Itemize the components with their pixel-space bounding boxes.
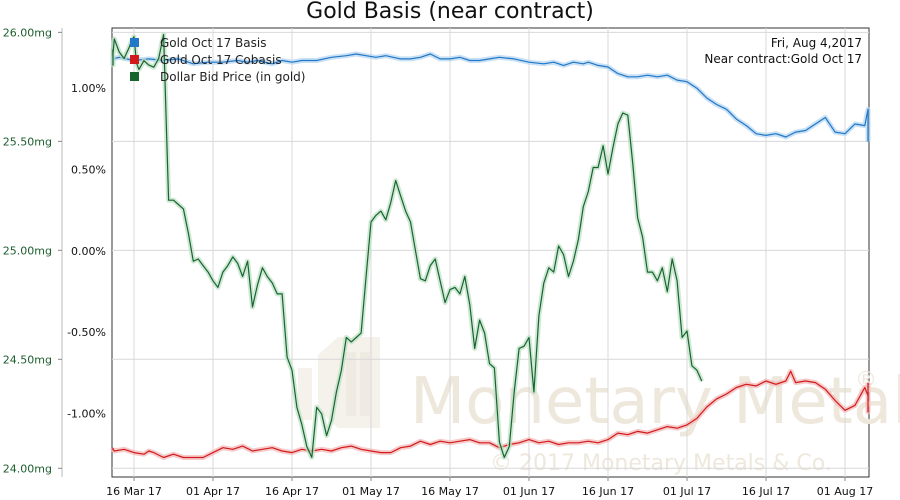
x-axis: 16 Mar 17 01 Apr 17 16 Apr 17 01 May 17 16 M…: [106, 477, 873, 498]
contract-info: Near contract:Gold Oct 17: [704, 52, 862, 66]
legend-label-basis: Gold Oct 17 Basis: [160, 36, 266, 50]
legend-label-cobasis: Gold Oct 17 Cobasis: [160, 53, 282, 67]
series-dollar-bid-price: [110, 32, 705, 460]
x-tick-label: 01 May 17: [342, 485, 400, 498]
watermark-registered-mark: ®: [855, 368, 877, 393]
series-line: [112, 33, 703, 458]
date-info: Fri, Aug 4,2017: [771, 36, 862, 50]
series-line: [112, 53, 869, 142]
left-tick-label: 25.50mg: [3, 135, 52, 148]
x-tick-label: 16 Jul 17: [742, 485, 790, 498]
x-tick-label: 01 Jun 17: [503, 485, 555, 498]
legend: Gold Oct 17 Basis Gold Oct 17 Cobasis Do…: [130, 36, 305, 84]
right-axis: -1.00% -0.50% 0.00% 0.50% 1.00%: [67, 82, 106, 420]
plot-area: [111, 27, 870, 478]
x-tick-label: 16 May 17: [421, 485, 479, 498]
right-tick-label: 1.00%: [71, 82, 106, 95]
series-cobasis: [110, 368, 871, 460]
left-tick-label: 24.00mg: [3, 462, 52, 475]
legend-swatch-basis: [130, 38, 139, 47]
x-tick-label: 16 Mar 17: [106, 485, 162, 498]
x-tick-label: 01 Jul 17: [663, 485, 711, 498]
series-layer: [110, 32, 871, 460]
left-tick-label: 26.00mg: [3, 26, 52, 39]
left-tick-label: 25.00mg: [3, 244, 52, 257]
chart-title: Gold Basis (near contract): [306, 0, 594, 24]
series-line: [112, 370, 869, 459]
right-tick-label: 0.50%: [71, 164, 106, 177]
right-tick-label: -0.50%: [67, 326, 106, 339]
x-tick-label: 16 Apr 17: [265, 485, 319, 498]
legend-swatch-cobasis: [130, 55, 139, 64]
watermark-copyright: © 2017 Monetary Metals & Co.: [490, 451, 832, 476]
legend-label-dollar: Dollar Bid Price (in gold): [160, 70, 305, 84]
legend-swatch-dollar: [130, 72, 139, 81]
right-tick-label: 0.00%: [71, 245, 106, 258]
watermark-brand: Monetary Metals: [410, 365, 900, 439]
left-tick-label: 24.50mg: [3, 353, 52, 366]
x-tick-label: 16 Jun 17: [582, 485, 634, 498]
x-tick-label: 01 Apr 17: [186, 485, 240, 498]
info-box: Fri, Aug 4,2017 Near contract:Gold Oct 1…: [704, 36, 862, 66]
right-tick-label: -1.00%: [67, 408, 106, 421]
x-tick-label: 01 Aug 17: [817, 485, 873, 498]
left-axis: 24.00mg 24.50mg 25.00mg 25.50mg 26.00mg: [3, 26, 63, 477]
series-basis: [110, 51, 871, 142]
